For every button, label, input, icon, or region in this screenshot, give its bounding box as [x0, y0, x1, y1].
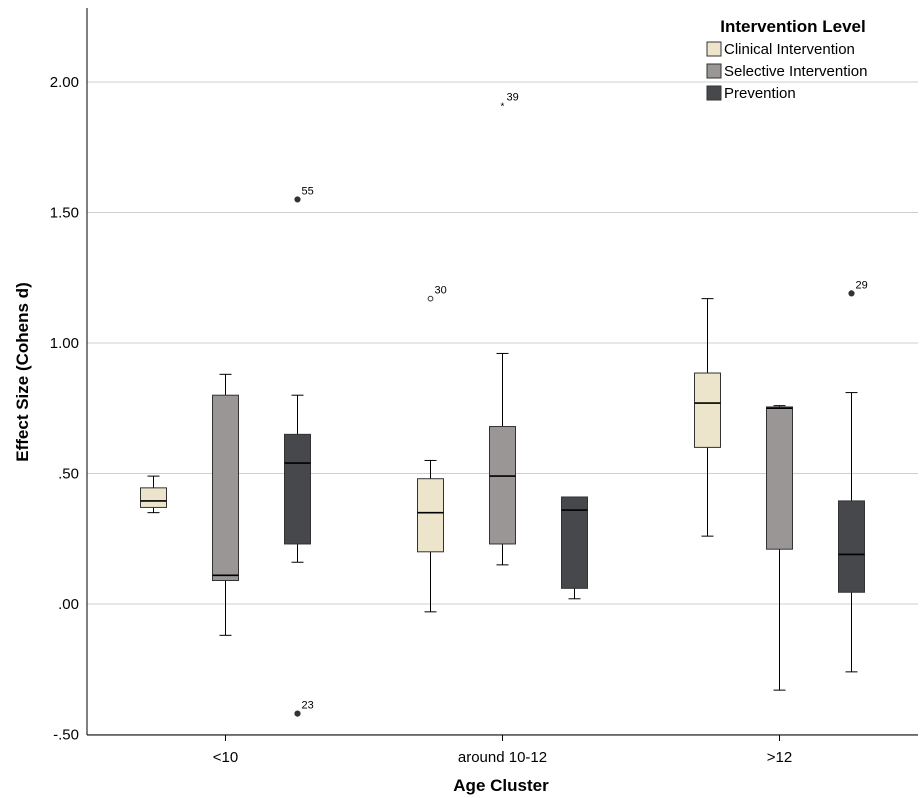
legend-label: Selective Intervention: [724, 63, 867, 80]
box: [489, 426, 516, 545]
box: [766, 406, 793, 550]
box-plots: [140, 298, 865, 691]
box: [838, 500, 865, 593]
outlier-label: 30: [435, 285, 447, 297]
box: [561, 496, 588, 589]
outlier-point: [294, 710, 301, 717]
y-tick-label: 2.00: [50, 74, 79, 91]
box-plot: [766, 405, 793, 691]
outlier-point: *: [501, 101, 505, 112]
box-plot: [561, 496, 588, 600]
legend-label: Clinical Intervention: [724, 41, 855, 58]
x-axis-title: Age Cluster: [453, 776, 549, 795]
box: [694, 372, 721, 448]
box-plot: [417, 459, 444, 613]
box-plot: [838, 392, 865, 673]
outlier-label: 29: [856, 279, 868, 291]
legend-swatch: [706, 85, 722, 101]
x-tick-label: around 10-12: [458, 749, 547, 766]
outlier-label: 39: [507, 91, 519, 103]
outlier-label: 23: [302, 700, 314, 712]
legend: Intervention Level Clinical Intervention…: [706, 17, 867, 102]
box-plot: [212, 373, 239, 636]
outlier-point: [294, 196, 301, 203]
y-axis-title: Effect Size (Cohens d): [13, 282, 32, 461]
x-tick-label: >12: [767, 749, 792, 766]
legend-swatch: [706, 41, 722, 57]
box: [140, 487, 167, 508]
legend-label: Prevention: [724, 85, 796, 102]
x-tick-label: <10: [213, 749, 238, 766]
y-tick-labels: 2.00 1.50 1.00 .50 .00 -.50: [50, 74, 79, 744]
y-tick-label: -.50: [53, 727, 79, 744]
box-plot: [694, 298, 721, 537]
outlier-point: [848, 290, 855, 297]
legend-swatch: [706, 63, 722, 79]
box-plot: [489, 352, 516, 566]
box-plot: [284, 394, 311, 563]
y-tick-label: 1.00: [50, 335, 79, 352]
box: [212, 394, 239, 582]
y-tick-label: 1.50: [50, 205, 79, 222]
box: [284, 433, 311, 545]
outlier-label: 55: [302, 185, 314, 197]
legend-items: Clinical Intervention Selective Intervent…: [706, 41, 867, 102]
box-plot: [140, 475, 167, 514]
x-tick-labels: <10 around 10-12 >12: [213, 749, 792, 766]
legend-title: Intervention Level: [720, 17, 865, 36]
y-tick-label: .50: [58, 466, 79, 483]
outlier-point: [427, 295, 434, 302]
y-tick-label: .00: [58, 596, 79, 613]
axes: [86, 8, 918, 741]
box: [417, 478, 444, 553]
outliers: 30 *39 55 23 29: [294, 91, 868, 717]
